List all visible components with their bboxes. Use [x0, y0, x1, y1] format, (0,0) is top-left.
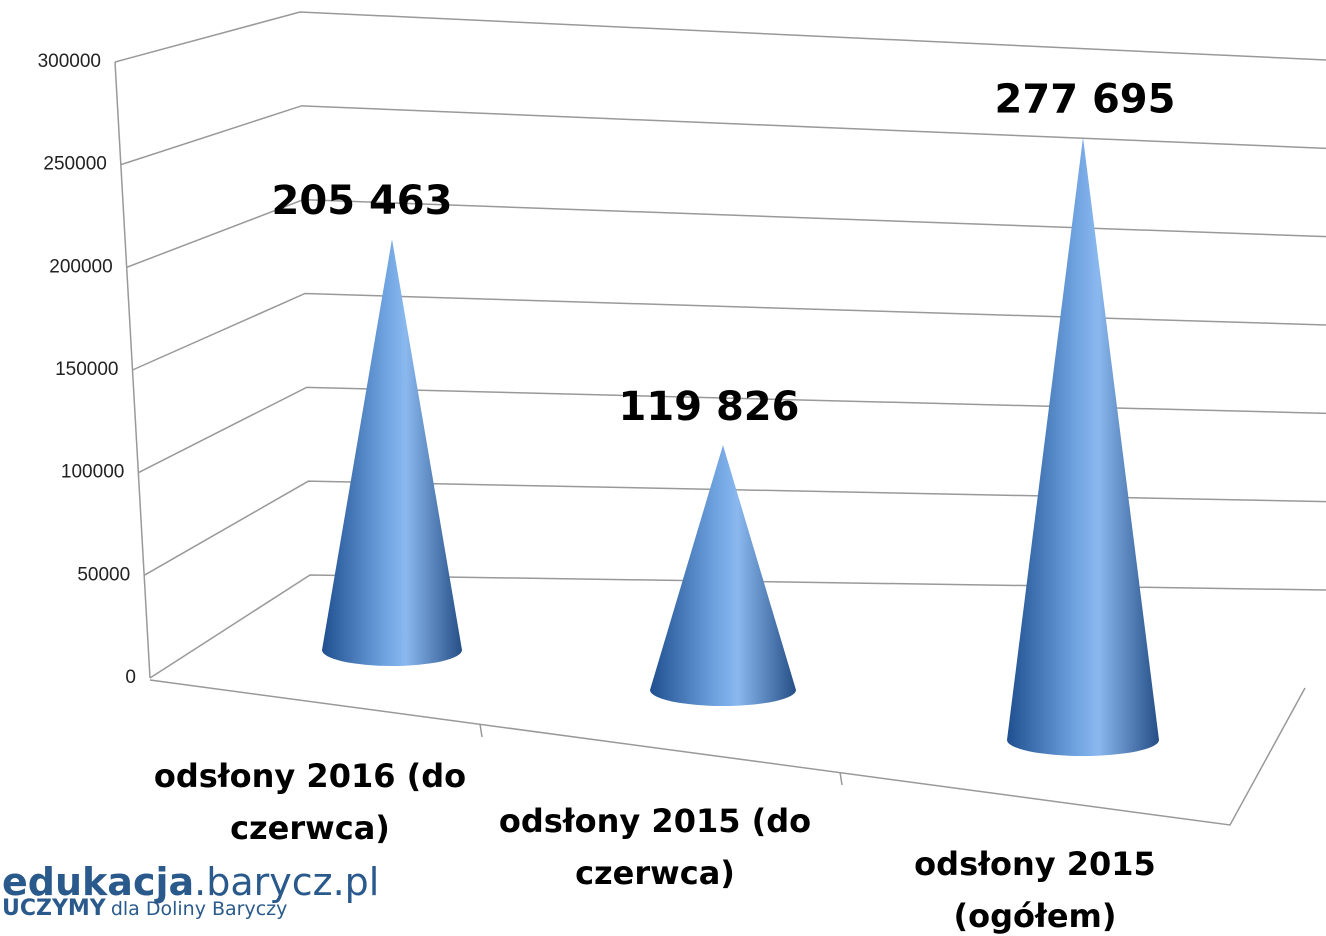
y-tick-label: 250000	[43, 154, 106, 175]
logo: edukacja.barycz.pl UCZYMY dla Doliny Bar…	[2, 860, 379, 921]
cone	[650, 445, 796, 706]
y-tick-label: 0	[125, 667, 136, 688]
y-axis	[115, 62, 150, 678]
value-label: 277 695	[995, 76, 1176, 122]
x-tick-label: odsłony 2016 (do czerwca)	[140, 750, 480, 854]
y-tick-label: 300000	[38, 51, 101, 72]
logo-tagline-bold: UCZYMY	[2, 896, 106, 921]
grid-line	[115, 12, 1326, 62]
value-label: 205 463	[272, 178, 453, 224]
logo-tagline: dla Doliny Baryczy	[111, 898, 288, 920]
x-tick-label: odsłony 2015 (ogółem)	[865, 838, 1205, 936]
grid-line	[133, 294, 1326, 371]
y-tick-label: 50000	[77, 564, 130, 585]
page: 0 50000 100000 150000 200000 250000 300000 205 …	[0, 0, 1326, 936]
y-tick-label: 150000	[55, 359, 118, 380]
cone-body	[650, 445, 796, 706]
y-tick-label: 200000	[49, 256, 112, 277]
value-label: 119 826	[619, 384, 800, 430]
cone-body	[322, 239, 462, 666]
x-tick-label: odsłony 2015 (do czerwca)	[485, 795, 825, 899]
cone	[322, 239, 462, 666]
axis-tick	[840, 772, 842, 785]
axis-tick	[480, 724, 482, 737]
y-tick-label: 100000	[61, 462, 124, 483]
